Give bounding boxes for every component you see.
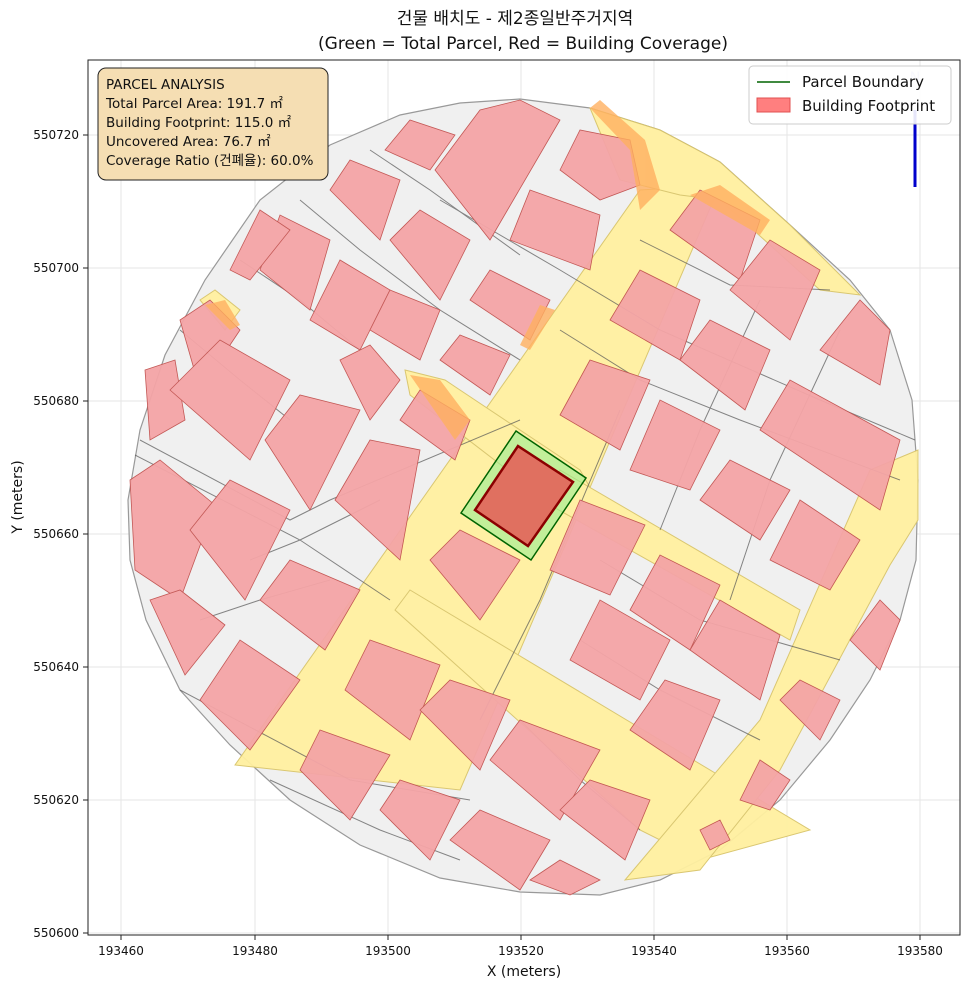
legend-building-swatch	[756, 97, 791, 113]
context-building	[689, 599, 781, 701]
context-building	[769, 499, 861, 591]
context-building	[264, 394, 361, 511]
context-building	[384, 119, 456, 171]
context-building	[439, 334, 511, 396]
x-tick-label: 193580	[897, 944, 943, 958]
x-tick-label: 193520	[498, 944, 544, 958]
x-tick-label: 193480	[232, 944, 278, 958]
context-building	[329, 159, 401, 241]
context-building	[299, 729, 391, 821]
context-building	[334, 439, 421, 561]
parcel-analysis-box: PARCEL ANALYSIS Total Parcel Area: 191.7…	[97, 67, 329, 181]
info-total-area: Total Parcel Area: 191.7 ㎡	[105, 96, 283, 112]
context-building	[149, 589, 226, 676]
context-building	[739, 759, 791, 811]
context-building	[549, 499, 646, 596]
context-building	[449, 809, 551, 891]
x-tick-label: 193560	[764, 944, 810, 958]
context-building	[434, 99, 561, 241]
context-building	[369, 289, 441, 361]
context-building	[629, 399, 721, 491]
legend: Parcel Boundary Building Footprint	[748, 65, 952, 125]
x-axis: 193460 193480 193500 193520 193540 19356…	[98, 935, 943, 980]
context-building	[339, 344, 401, 421]
y-tick-label: 550620	[33, 793, 79, 807]
y-tick-label: 550600	[33, 926, 79, 940]
context-building	[609, 269, 701, 361]
map-title-line2: (Green = Total Parcel, Red = Building Co…	[318, 34, 728, 54]
context-building	[699, 459, 791, 541]
context-building	[469, 269, 551, 341]
x-tick-label: 193460	[98, 944, 144, 958]
context-building	[489, 719, 601, 821]
context-building	[559, 359, 651, 451]
context-building	[129, 459, 216, 601]
context-building	[389, 209, 471, 301]
info-coverage-ratio: Coverage Ratio (건폐율): 60.0%	[106, 153, 314, 169]
context-building	[509, 189, 601, 271]
info-box-background	[97, 67, 329, 181]
context-building	[429, 529, 521, 621]
info-footprint: Building Footprint: 115.0 ㎡	[106, 115, 292, 131]
context-building	[344, 639, 441, 741]
info-heading: PARCEL ANALYSIS	[106, 77, 225, 93]
context-building	[779, 679, 841, 741]
y-tick-label: 550720	[33, 128, 79, 142]
axes-frame	[87, 59, 961, 936]
context-building	[144, 359, 186, 441]
y-tick-label: 550640	[33, 660, 79, 674]
context-building	[569, 599, 671, 701]
context-building	[559, 779, 651, 861]
legend-parcel-label: Parcel Boundary	[802, 73, 924, 91]
context-building	[199, 639, 301, 751]
x-tick-label: 193500	[365, 944, 411, 958]
context-building	[679, 319, 771, 411]
y-tick-label: 550660	[33, 527, 79, 541]
context-building	[189, 479, 291, 601]
context-building	[379, 779, 461, 861]
context-building	[629, 679, 721, 771]
x-tick-label: 193540	[631, 944, 677, 958]
context-building	[229, 209, 291, 281]
context-building	[849, 599, 901, 671]
legend-frame	[748, 65, 952, 125]
legend-building-label: Building Footprint	[802, 97, 935, 115]
info-uncovered: Uncovered Area: 76.7 ㎡	[106, 134, 271, 150]
context-building	[419, 679, 511, 771]
y-axis: 550600 550620 550640 550660 550680 55070…	[10, 128, 88, 940]
context-building	[759, 379, 901, 511]
context-building	[259, 559, 361, 651]
y-tick-label: 550700	[33, 261, 79, 275]
subject-building-footprint[interactable]	[473, 444, 575, 548]
context-building	[629, 554, 721, 651]
context-building	[819, 299, 891, 386]
y-axis-label: Y (meters)	[10, 460, 26, 534]
context-buildings	[129, 99, 901, 896]
context-building	[699, 819, 731, 851]
y-tick-label: 550680	[33, 394, 79, 408]
road-overlaps	[205, 100, 770, 440]
x-axis-label: X (meters)	[487, 964, 561, 980]
map-title-line1: 건물 배치도 - 제2종일반주거지역	[397, 9, 633, 29]
context-building	[529, 859, 601, 896]
context-building	[729, 239, 821, 341]
context-building	[169, 339, 291, 461]
